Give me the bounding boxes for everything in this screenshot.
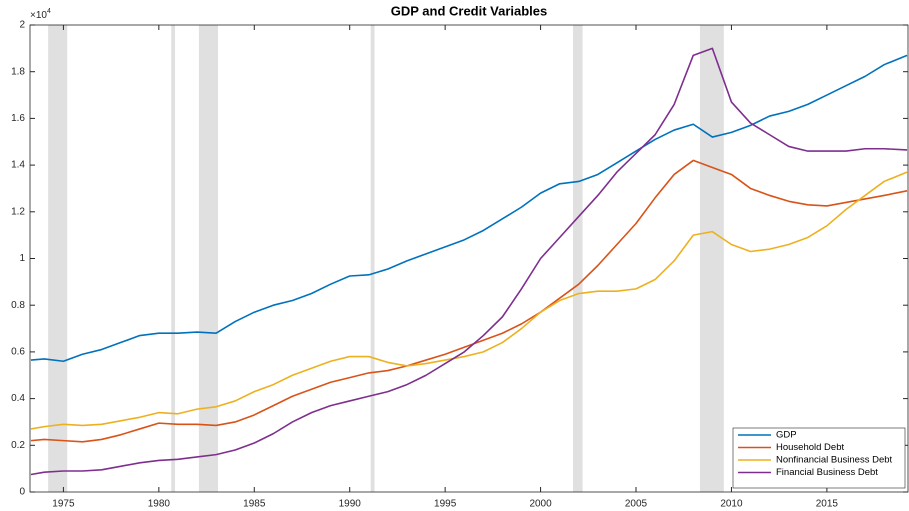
y-exponent: 4 xyxy=(47,8,51,15)
x-tick-label: 2010 xyxy=(720,499,743,510)
x-tick-label: 1980 xyxy=(148,499,171,510)
y-tick-label: 0.2 xyxy=(11,440,25,451)
shaded-period xyxy=(699,25,724,492)
y-tick-label: 1.8 xyxy=(11,66,25,77)
data-line xyxy=(30,159,908,443)
x-tick-label: 1975 xyxy=(52,499,75,510)
x-tick-label: 1990 xyxy=(339,499,362,510)
legend-box xyxy=(732,427,906,489)
y-tick-label: 0.8 xyxy=(11,300,25,311)
data-line xyxy=(30,171,908,430)
data-line xyxy=(30,47,908,476)
y-tick-label: 1.4 xyxy=(11,160,25,171)
x-tick-label: 2000 xyxy=(529,499,552,510)
x-tick-label: 1995 xyxy=(434,499,457,510)
y-exponent-base: ×10 xyxy=(30,10,47,21)
shaded-period xyxy=(171,25,176,492)
x-tick-label: 2005 xyxy=(625,499,648,510)
x-tick-label: 1985 xyxy=(243,499,266,510)
shaded-period xyxy=(198,25,219,492)
y-tick-label: 1 xyxy=(19,253,25,264)
y-tick-label: 0 xyxy=(19,487,25,498)
legend-label: Household Debt xyxy=(776,442,844,453)
x-tick-label: 2015 xyxy=(816,499,839,510)
legend-label: Nonfinancial Business Debt xyxy=(776,455,893,466)
chart-title: GDP and Credit Variables xyxy=(391,3,548,18)
y-tick-label: 1.2 xyxy=(11,206,25,217)
y-tick-label: 2 xyxy=(19,20,25,31)
y-tick-label: 0.6 xyxy=(11,347,25,358)
y-tick-label: 1.6 xyxy=(11,113,25,124)
legend-label: GDP xyxy=(776,430,797,441)
plot-frame xyxy=(29,24,909,493)
shaded-period xyxy=(573,25,583,492)
y-tick-label: 0.4 xyxy=(11,393,25,404)
data-line xyxy=(30,54,908,363)
shaded-period xyxy=(370,25,375,492)
legend-label: Financial Business Debt xyxy=(776,467,878,478)
y-exponent-label: ×104 xyxy=(30,8,51,21)
shaded-period xyxy=(48,25,68,492)
